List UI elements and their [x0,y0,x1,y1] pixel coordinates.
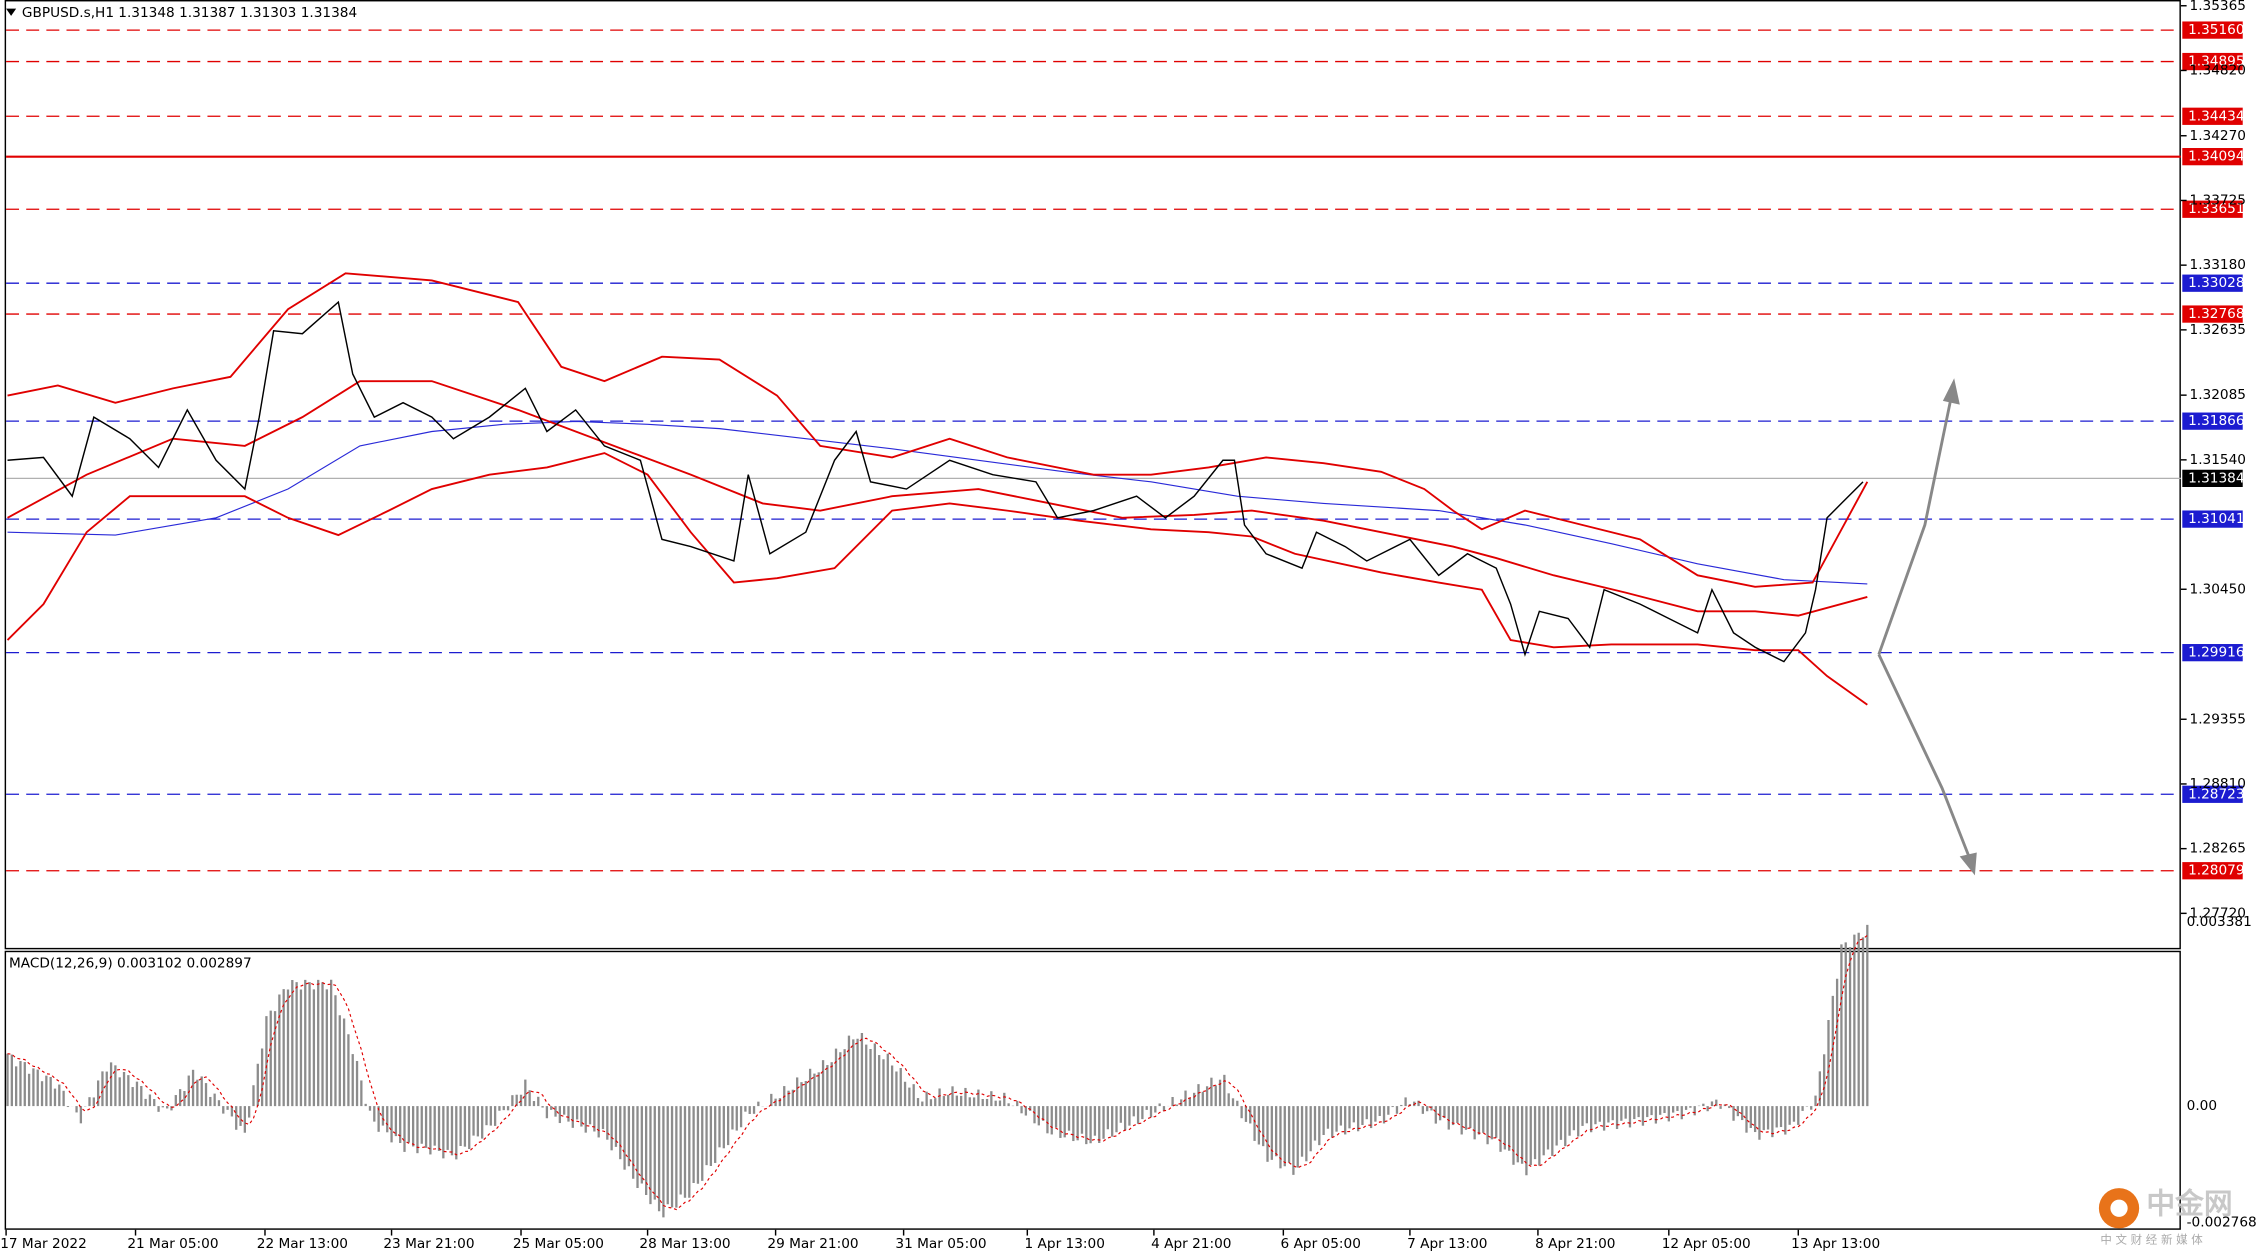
level-tag-box [2182,412,2243,430]
macd-pane: 0.003381 0.00 -0.002768 [6,914,2256,1231]
menu-triangle[interactable] [6,8,17,16]
price-axis: 1.35365 1.34820 1.34270 1.33725 1.33180 1.326… [2180,0,2246,921]
level-tag-label: 1.33028 [2188,275,2244,291]
current-price-label: 1.31384 [2188,470,2244,486]
date-label: 28 Mar 13:00 [639,1236,730,1252]
date-label: 4 Apr 21:00 [1151,1236,1231,1252]
date-label: 23 Mar 21:00 [383,1236,474,1252]
current-price-box [2182,469,2243,488]
macd-frame [4,950,2181,1230]
level-tag-box [2182,21,2243,39]
logo-name: 中金网 [2146,1186,2232,1220]
level-tag-box [2182,644,2243,662]
price-tick-label: 1.29355 [2190,711,2246,727]
date-axis: 17 Mar 2022 21 Mar 05:00 22 Mar 13:00 23 Ma… [0,1229,1880,1252]
price-tick-label: 1.35365 [2190,0,2246,14]
level-tag-label: 1.32768 [2188,306,2244,322]
date-label: 22 Mar 13:00 [257,1236,348,1252]
date-label: 21 Mar 05:00 [127,1236,218,1252]
level-tag: 1.34895 [2182,52,2245,71]
level-tag-box [2182,305,2243,323]
arrow-up-head [1942,378,1960,405]
level-tag-label: 1.29916 [2188,645,2244,661]
level-tag-box [2182,510,2243,528]
level-tag-box [2182,862,2243,880]
date-label: 31 Mar 05:00 [895,1236,986,1252]
logo: 中金网 中 文 财 经 新 媒 体 [2098,1186,2233,1246]
level-tag: 1.28723 [2182,785,2245,803]
price-tick-label: 1.27720 [2190,905,2246,921]
level-tag: 1.35160 [2182,21,2245,39]
level-tag: 1.33651 [2182,200,2245,218]
level-tag-label: 1.28723 [2188,786,2244,802]
date-label: 8 Apr 21:00 [1535,1236,1615,1252]
level-tag: 1.31041 [2182,510,2245,528]
symbol: GBPUSD.s,H1 [22,5,114,21]
level-tag-box [2182,107,2243,125]
date-label: 7 Apr 13:00 [1407,1236,1487,1252]
level-tag: 1.31866 [2182,412,2245,430]
price-tick-label: 1.33725 [2190,192,2246,208]
price-tick-label: 1.33180 [2190,257,2246,273]
date-label: 29 Mar 21:00 [767,1236,858,1252]
level-tag-label: 1.35160 [2188,22,2244,38]
ohlc: 1.31348 1.31387 1.31303 1.31384 [118,5,357,21]
date-label: 13 Apr 13:00 [1791,1236,1880,1252]
level-tag-label: 1.28079 [2188,863,2244,879]
date-label: 6 Apr 05:00 [1281,1236,1361,1252]
indicators [6,272,1869,706]
projection-arrows [1877,378,1977,876]
price-tick-label: 1.34820 [2190,62,2246,78]
price-tick-label: 1.32635 [2190,322,2246,338]
macd-axis-label: -0.002768 [2187,1215,2256,1231]
macd-axis-label: 0.003381 [2187,914,2252,930]
current-price-tag: 1.31384 [2182,469,2245,488]
price-tick-label: 1.28265 [2190,841,2246,857]
level-tag-box [2182,148,2243,166]
macd-title: MACD(12,26,9) 0.003102 0.002897 [9,956,252,972]
main-chart-frame [4,0,2181,950]
date-label: 12 Apr 05:00 [1662,1236,1751,1252]
level-tag-label: 1.34434 [2188,108,2244,124]
level-tag: 1.28079 [2182,862,2245,880]
level-tag-label: 1.34094 [2188,149,2244,165]
date-label: 1 Apr 13:00 [1025,1236,1105,1252]
level-tag: 1.33028 [2182,274,2245,292]
level-tag: 1.32768 [2182,305,2245,323]
level-tag-box [2182,52,2243,71]
macd-axis-label: 0.00 [2187,1098,2217,1114]
level-tag-box [2182,785,2243,803]
level-tag-label: 1.33651 [2188,201,2244,217]
bollinger-lower [6,452,1868,706]
level-tag-label: 1.31866 [2188,413,2244,429]
level-tag: 1.29916 [2182,644,2245,662]
price [7,300,1864,663]
price-tick-label: 1.28810 [2190,776,2246,792]
bollinger-upper [7,272,1869,588]
arrow-down-head [1959,852,1977,876]
level-tag-label: 1.31041 [2188,511,2244,527]
price-tick-label: 1.34270 [2190,128,2246,144]
level-tag-box [2182,200,2243,218]
price-tick-label: 1.30450 [2190,581,2246,597]
price-tick-label: 1.31540 [2190,452,2246,468]
logo-icon-inner [2110,1199,2128,1217]
level-tag: 1.34094 [2182,148,2245,166]
moving-average [7,420,1868,585]
level-tag-box [2182,274,2243,292]
level-tag: 1.34434 [2182,107,2245,125]
logo-tagline: 中 文 财 经 新 媒 体 [2100,1232,2203,1246]
levels: 1.35160 1.34895 1.34434 1.34094 1.33651 1.330… [6,21,2245,880]
date-label: 25 Mar 05:00 [513,1236,604,1252]
bollinger-middle [7,380,1868,617]
date-label: 17 Mar 2022 [0,1236,87,1252]
level-tag-label: 1.34895 [2188,54,2244,70]
price-tick-label: 1.32085 [2190,387,2246,403]
arrow-up [1877,385,1956,655]
macd-signal [7,934,1868,1211]
arrow-down [1877,653,1976,870]
